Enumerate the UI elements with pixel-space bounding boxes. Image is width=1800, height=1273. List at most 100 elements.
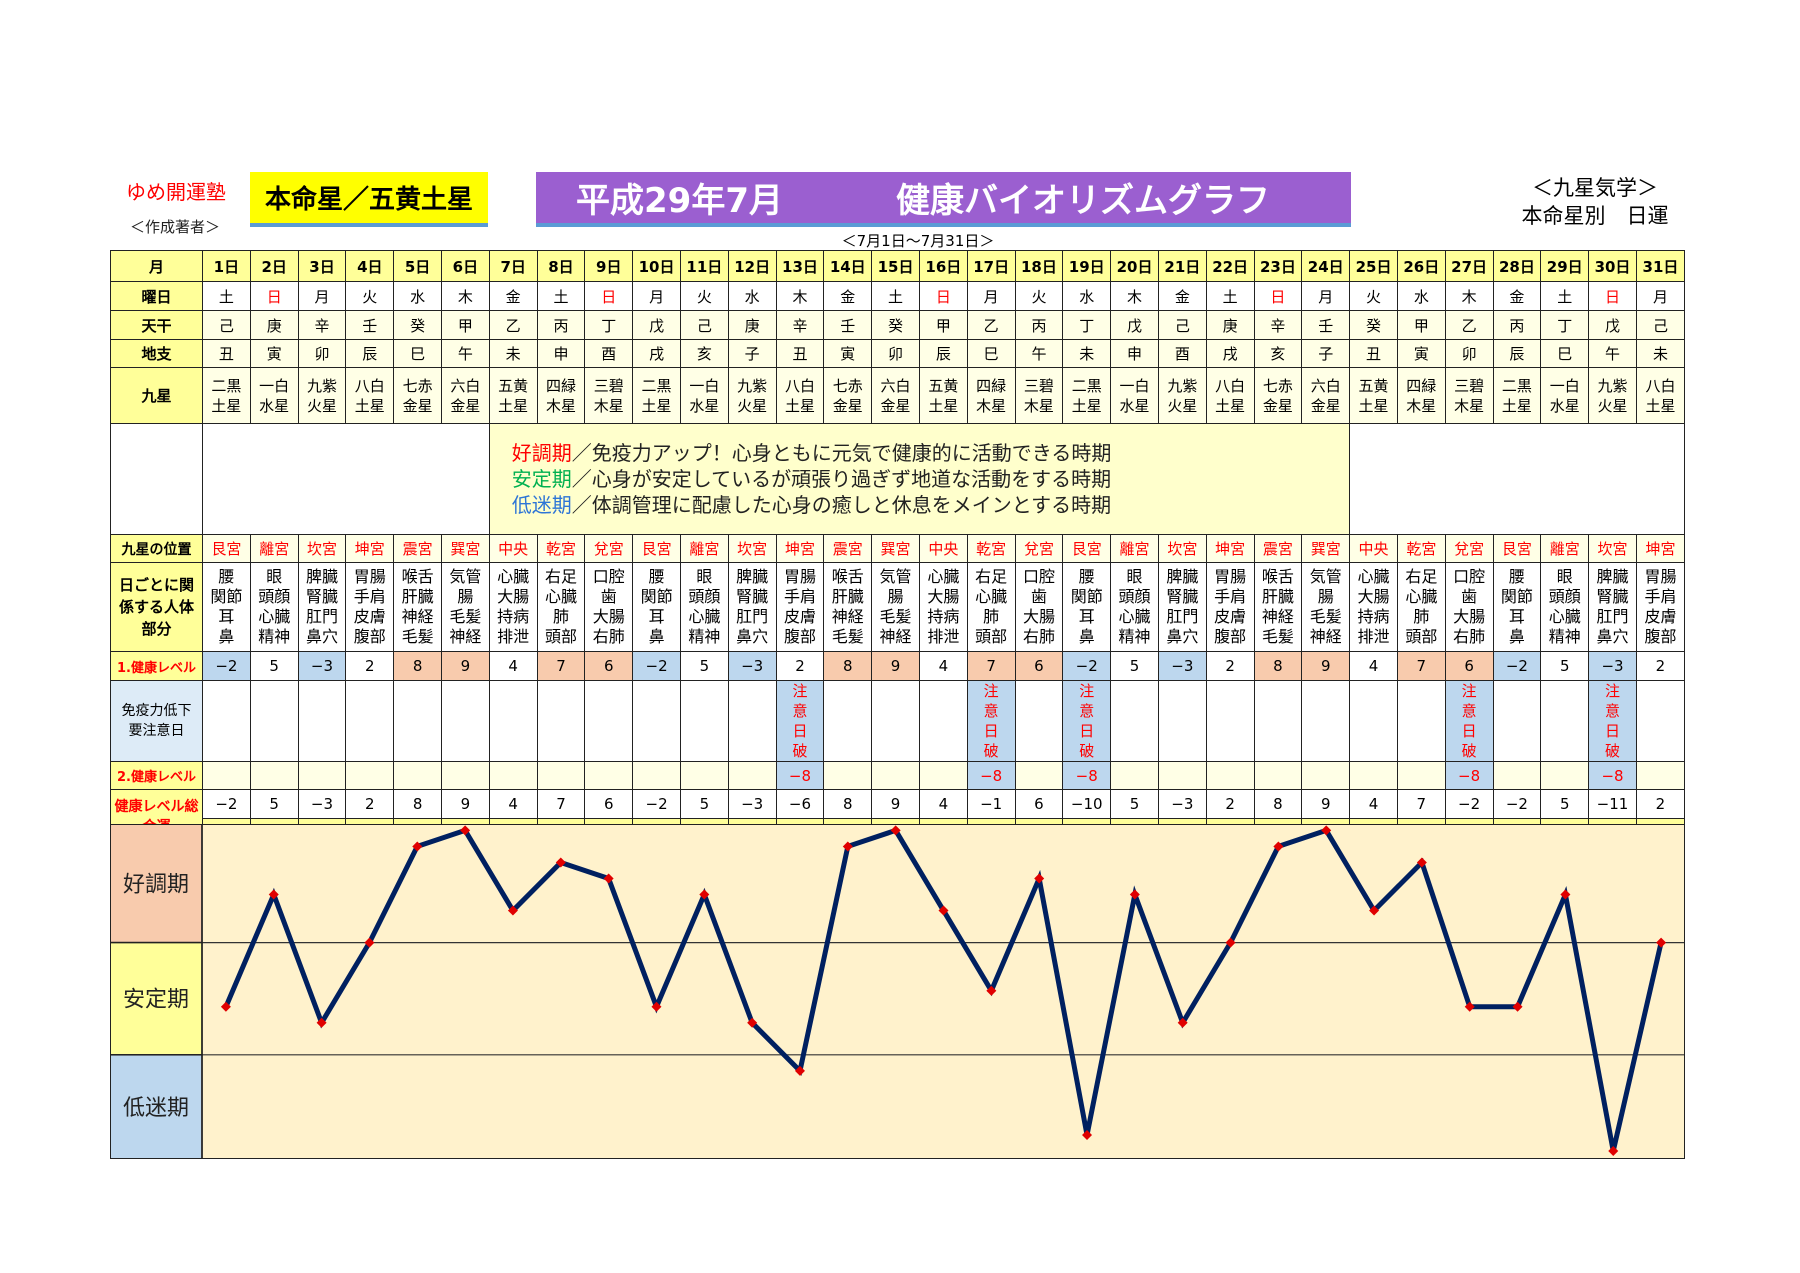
legend-term: 安定期 xyxy=(511,467,572,491)
body-part: 腹部 xyxy=(353,627,386,646)
body-part: 鼻穴 xyxy=(1596,627,1629,646)
notice-cell: 注意日破 xyxy=(1062,680,1112,762)
body-part: 腸 xyxy=(887,587,904,606)
body-part: 神経 xyxy=(1261,607,1294,626)
position-cell: 中央 xyxy=(1349,534,1398,563)
title-banner: 平成29年7月 健康バイオリズムグラフ xyxy=(536,172,1351,227)
kyusei-name: 二黒土星 xyxy=(1071,376,1102,415)
data-point xyxy=(842,841,853,852)
kyusei-name: 九紫火星 xyxy=(1167,376,1198,415)
body-part: 右肺 xyxy=(1022,627,1055,646)
body-part: 持病 xyxy=(927,607,960,626)
row-label-month: 月 xyxy=(110,250,203,282)
body-cell: 右足 心臓肺頭部 xyxy=(536,562,586,652)
position-cell: 巽宮 xyxy=(440,534,490,563)
row-label-kyusei: 九星 xyxy=(110,367,203,424)
body-part: 腎臓 xyxy=(1596,587,1629,606)
kyusei-name: 二黒土星 xyxy=(211,376,242,415)
data-point xyxy=(412,841,423,852)
body-part: 脾臓 xyxy=(736,567,769,586)
level1-cell: −2 xyxy=(202,651,251,681)
total-cell: 4 xyxy=(488,789,538,819)
notice-cell xyxy=(823,680,873,762)
body-part: 大腸 xyxy=(1453,607,1486,626)
kyusei-name: 一白水星 xyxy=(259,376,290,415)
kyusei-name: 六白金星 xyxy=(450,376,481,415)
chishi-cell: 申 xyxy=(1110,339,1159,368)
kyusei-name: 八白土星 xyxy=(784,376,815,415)
kyusei-name: 一白水星 xyxy=(1119,376,1150,415)
level2-cell xyxy=(1635,761,1686,790)
kyusei-name: 三碧木星 xyxy=(1454,376,1485,415)
legend-box: 好調期／免疫力アップ！心身ともに元気で健康的に活動できる時期 安定期／心身が安定し… xyxy=(488,423,1351,535)
body-part: 持病 xyxy=(1357,607,1390,626)
level1-cell: 5 xyxy=(1110,651,1159,681)
legend-text: ／心身が安定しているが頑張り過ぎず地道な活動をする時期 xyxy=(571,467,1112,491)
body-part: 大腸 xyxy=(927,587,960,606)
body-cell: 腰関節耳鼻 xyxy=(1492,562,1542,652)
position-cell: 中央 xyxy=(918,534,968,563)
kyusei-name: 九紫火星 xyxy=(306,376,337,415)
body-cell: 眼頭顔 心臓 精神 xyxy=(1540,562,1590,652)
notice-cell xyxy=(1157,680,1207,762)
chishi-cell: 戌 xyxy=(1205,339,1255,368)
total-cell: −2 xyxy=(632,789,681,819)
position-cell: 中央 xyxy=(488,534,538,563)
body-part: 手肩 xyxy=(1644,587,1677,606)
total-cell: 7 xyxy=(536,789,586,819)
body-part: 排泄 xyxy=(1357,627,1390,646)
total-cell: 5 xyxy=(249,789,299,819)
notice-cell xyxy=(1253,680,1303,762)
band-label: 安定期 xyxy=(123,988,189,1013)
day-header: 11日 xyxy=(679,250,729,282)
tenkan-cell: 癸 xyxy=(393,310,442,340)
kyusei-cell: 四緑木星 xyxy=(1396,367,1446,424)
data-point xyxy=(1225,937,1236,948)
weekday-cell: 月 xyxy=(1635,281,1686,311)
position-cell: 坎宮 xyxy=(727,534,777,563)
body-part: 肛門 xyxy=(305,607,338,626)
position-cell: 艮宮 xyxy=(202,534,251,563)
position-cell: 艮宮 xyxy=(632,534,681,563)
body-part: 気管 xyxy=(879,567,912,586)
body-part: 肛門 xyxy=(1596,607,1629,626)
data-point xyxy=(699,889,710,900)
kyusei-cell: 七赤金星 xyxy=(823,367,873,424)
body-part: 排泄 xyxy=(497,627,530,646)
kyusei-cell: 九紫火星 xyxy=(297,367,347,424)
body-cell: 口腔歯大腸 右肺 xyxy=(1444,562,1494,652)
body-part: 心臓 xyxy=(975,587,1008,606)
system-label: ＜九星気学＞ xyxy=(1532,176,1658,200)
weekday-cell: 水 xyxy=(727,281,777,311)
position-cell: 艮宮 xyxy=(1492,534,1542,563)
notice-cell xyxy=(584,680,634,762)
body-part: 毛髪 xyxy=(1309,607,1342,626)
chishi-cell: 辰 xyxy=(345,339,395,368)
body-cell: 胃腸 手肩 皮膚 腹部 xyxy=(775,562,825,652)
body-part: 眼 xyxy=(1556,567,1573,586)
body-part: 神経 xyxy=(879,627,912,646)
day-header: 16日 xyxy=(918,250,968,282)
chishi-cell: 辰 xyxy=(918,339,968,368)
day-header: 5日 xyxy=(393,250,442,282)
total-row: 健康レベル総合運−25−3289476−25−3−6894−16−105−328… xyxy=(110,789,1686,845)
body-part: 神経 xyxy=(401,607,434,626)
total-cell: −2 xyxy=(1492,789,1542,819)
legend-text: ／免疫力アップ！心身ともに元気で健康的に活動できる時期 xyxy=(571,441,1112,465)
position-cell: 離宮 xyxy=(1540,534,1590,563)
notice-cell xyxy=(536,680,586,762)
body-part: 肝臓 xyxy=(1261,587,1294,606)
notice-cell xyxy=(345,680,395,762)
level2-cell xyxy=(823,761,873,790)
tenkan-cell: 辛 xyxy=(1253,310,1303,340)
body-part: 神経 xyxy=(1309,627,1342,646)
body-cell: 心臓 大腸 持病 排泄 xyxy=(918,562,968,652)
body-part: 右足 xyxy=(1405,567,1438,586)
position-cell: 乾宮 xyxy=(536,534,586,563)
row-label-tenkan: 天干 xyxy=(110,310,203,340)
body-part: 皮膚 xyxy=(353,607,386,626)
body-cell: 眼頭顔 心臓 精神 xyxy=(249,562,299,652)
total-cell: 2 xyxy=(1205,789,1255,819)
data-point xyxy=(507,905,518,916)
